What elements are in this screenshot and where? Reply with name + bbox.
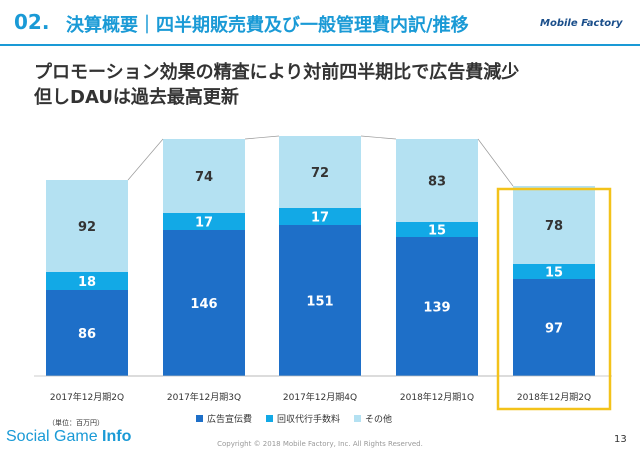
bar-3-0	[396, 237, 478, 376]
connector-top-1	[244, 135, 280, 140]
bar-2-1	[279, 208, 361, 225]
x-tick-label-1: 2017年12月期3Q	[167, 391, 241, 403]
bar-3-2	[396, 139, 478, 222]
data-label-1-0: 146	[190, 297, 217, 312]
x-tick-label-4: 2018年12月期2Q	[517, 391, 591, 403]
data-label-3-2: 83	[428, 175, 446, 190]
copyright: Copyright © 2018 Mobile Factory, Inc. Al…	[217, 440, 423, 448]
page-number: 13	[614, 434, 627, 445]
legend-item-ad: 広告宣伝費	[196, 412, 252, 425]
legend-label-other: その他	[365, 415, 393, 425]
unit-note: （単位：百万円）	[48, 419, 104, 427]
legend-label-fee: 回収代行手数料	[277, 415, 341, 425]
bar-2-2	[279, 136, 361, 208]
bar-3-1	[396, 222, 478, 237]
legend-swatch-fee	[266, 415, 274, 422]
data-label-2-1: 17	[311, 211, 329, 226]
bar-0-2	[46, 180, 128, 272]
section-number: 02.	[14, 10, 50, 34]
bar-1-1	[163, 213, 245, 230]
data-label-2-0: 151	[306, 295, 333, 310]
legend-swatch-ad	[196, 415, 203, 422]
brand-bold: Info	[102, 428, 132, 445]
legend-item-other: その他	[354, 412, 392, 425]
x-tick-label-0: 2017年12月期2Q	[50, 391, 124, 403]
legend-swatch-other	[354, 415, 362, 422]
bar-1-0	[163, 230, 245, 376]
bar-4-2	[513, 186, 595, 264]
brand-watermark: Social Game Info	[6, 428, 131, 446]
data-label-4-0: 97	[545, 322, 563, 337]
header: 02. 決算概要｜四半期販売費及び一般管理費内訳/推移 Mobile Facto…	[0, 0, 640, 44]
data-label-4-1: 15	[545, 266, 563, 281]
x-tick-label-2: 2017年12月期4Q	[283, 391, 357, 403]
page-title: 決算概要｜四半期販売費及び一般管理費内訳/推移	[66, 15, 469, 36]
data-label-0-0: 86	[78, 327, 96, 342]
company-logo: Mobile Factory	[540, 18, 623, 29]
subtitle-line-2: 但しDAUは過去最高更新	[34, 87, 239, 108]
bar-4-0	[513, 279, 595, 376]
header-divider	[0, 44, 640, 46]
data-label-1-1: 17	[195, 216, 213, 231]
bar-0-1	[46, 272, 128, 290]
chart-legend: 広告宣伝費 回収代行手数料 その他	[196, 412, 392, 425]
legend-item-fee: 回収代行手数料	[266, 412, 340, 425]
data-label-1-2: 74	[195, 170, 213, 185]
bar-1-2	[163, 139, 245, 213]
brand-regular: Social Game	[6, 428, 103, 445]
connector-top-2	[360, 135, 397, 140]
data-label-2-2: 72	[311, 166, 329, 181]
bar-0-0	[46, 290, 128, 376]
bar-2-0	[279, 225, 361, 376]
data-label-0-1: 18	[78, 275, 96, 290]
subtitle-line-1: プロモーション効果の精査により対前四半期比で広告費減少	[34, 62, 520, 83]
x-tick-label-3: 2018年12月期1Q	[400, 391, 474, 403]
data-label-3-0: 139	[423, 301, 450, 316]
highlight-box	[496, 187, 612, 411]
data-label-3-1: 15	[428, 224, 446, 239]
bar-4-1	[513, 264, 595, 279]
legend-label-ad: 広告宣伝費	[207, 415, 253, 425]
subtitle: プロモーション効果の精査により対前四半期比で広告費減少 但しDAUは過去最高更新	[34, 60, 519, 110]
data-label-0-2: 92	[78, 220, 96, 235]
connector-top-0	[127, 138, 164, 181]
data-label-4-2: 78	[545, 219, 563, 234]
connector-top-3	[477, 138, 514, 187]
